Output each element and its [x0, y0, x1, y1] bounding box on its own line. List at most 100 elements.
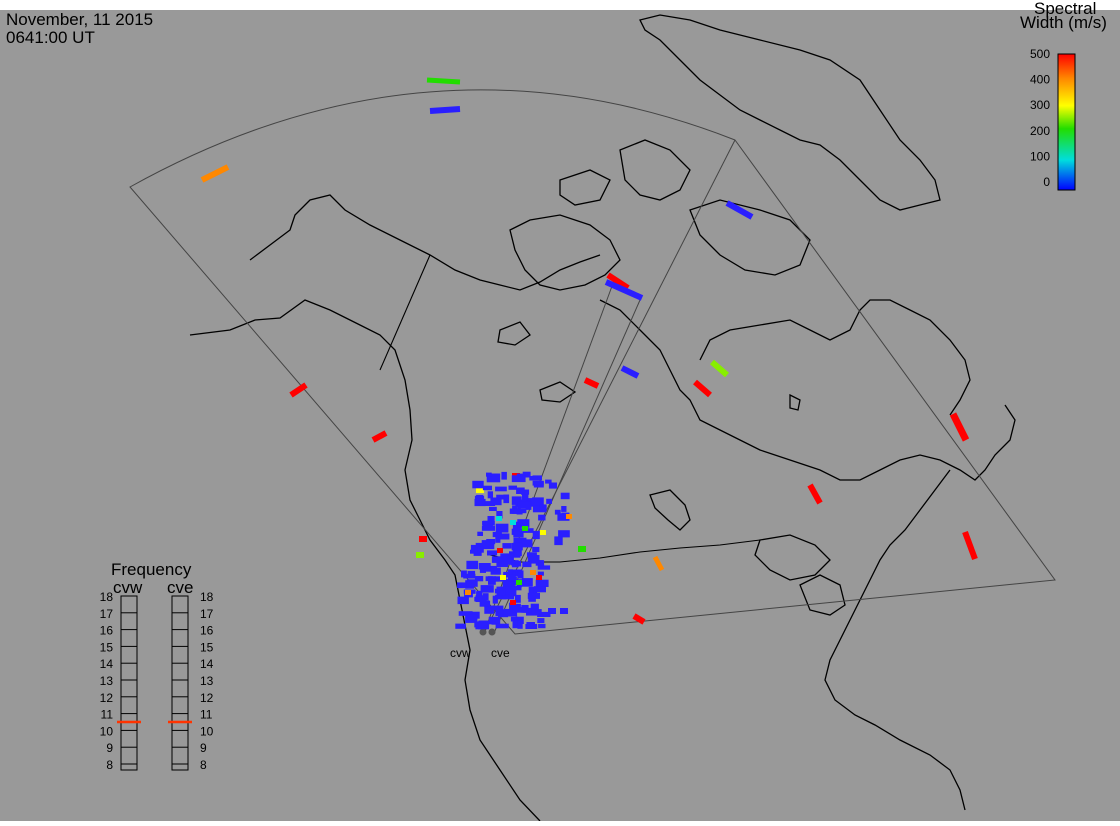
- echo-cell: [455, 623, 466, 629]
- echo-segment: [807, 483, 823, 505]
- echo-cell: [522, 526, 528, 531]
- echo-cell: [482, 520, 493, 530]
- time-label: 0641:00 UT: [6, 28, 95, 47]
- frequency-tick-label: 13: [100, 674, 114, 688]
- echo-cell: [479, 600, 490, 607]
- echo-cell: [487, 550, 498, 556]
- frequency-tick-label: 12: [100, 691, 114, 705]
- echo-cell: [521, 489, 530, 495]
- echo-cell: [510, 600, 516, 605]
- echo-segment: [962, 530, 978, 561]
- echo-cell: [478, 563, 491, 570]
- echo-cell: [492, 531, 502, 538]
- echo-cell: [508, 585, 522, 591]
- victoria-island: [509, 214, 621, 291]
- frequency-tick-label: 18: [100, 590, 114, 604]
- echo-cell: [532, 480, 544, 486]
- echo-segment: [652, 555, 665, 572]
- echo-cell: [515, 616, 524, 624]
- echo-segment: [371, 430, 388, 443]
- echo-cell: [487, 516, 495, 524]
- echo-cell: [520, 607, 532, 613]
- frequency-tick-label: 11: [200, 708, 213, 722]
- echo-cell: [463, 573, 476, 579]
- echo-cell: [522, 561, 532, 568]
- echo-cell: [496, 586, 506, 596]
- echo-cell: [545, 479, 552, 484]
- frequency-tick-label: 10: [100, 724, 114, 738]
- colorbar-title-line1: Spectral: [1034, 0, 1096, 18]
- echo-cell: [558, 530, 570, 538]
- coastlines: [189, 14, 1016, 822]
- echo-cell: [516, 580, 522, 585]
- colorbar-tick-label: 400: [1030, 73, 1050, 87]
- echo-cell: [419, 536, 427, 542]
- frequency-gauges: 18 18 17 17 16 16 15 15 14 14 13 13 12 12 11 11 10 10 9 9 8 8: [100, 590, 214, 772]
- echo-segment: [289, 382, 308, 398]
- echo-cell: [527, 552, 537, 557]
- echo-cell: [474, 576, 484, 582]
- echo-segment: [710, 359, 729, 378]
- map-background: [0, 10, 1120, 821]
- echo-cell: [513, 531, 524, 538]
- echo-cell: [500, 553, 514, 562]
- echo-segment: [725, 200, 754, 220]
- echo-cell: [495, 607, 503, 616]
- frequency-tick-label: 17: [200, 607, 214, 621]
- frequency-tick-label: 14: [200, 657, 214, 671]
- echo-segment: [693, 379, 712, 398]
- echo-cell: [511, 542, 523, 551]
- echo-cell: [486, 473, 501, 483]
- arctic-coastline: [249, 194, 601, 291]
- echo-cell: [510, 520, 516, 525]
- frequency-tick-label: 11: [101, 708, 114, 722]
- echo-cell: [521, 539, 533, 548]
- echo-cell: [495, 623, 509, 629]
- frequency-tick-label: 12: [200, 691, 214, 705]
- echo-cell: [538, 514, 546, 521]
- echo-cell: [532, 497, 544, 506]
- echo-cell: [530, 603, 539, 612]
- frequency-cvw-label: cvw: [113, 578, 143, 597]
- echo-cell: [507, 558, 513, 565]
- echo-cell: [529, 476, 538, 481]
- echo-cell: [503, 494, 510, 504]
- echo-cell: [507, 576, 517, 582]
- frequency-tick-label: 16: [100, 624, 114, 638]
- combined-fov-outline: [129, 89, 1056, 635]
- echo-cell: [521, 578, 533, 587]
- echo-cell: [554, 509, 561, 515]
- arctic-island-a: [559, 169, 611, 206]
- echo-cell: [537, 565, 551, 570]
- echo-cell: [481, 501, 496, 506]
- colorbar-title-line2: Width (m/s): [1020, 13, 1107, 32]
- echo-cell: [512, 607, 526, 613]
- echo-cell: [502, 579, 515, 587]
- echo-cell: [539, 504, 547, 512]
- echo-segment: [583, 377, 600, 389]
- echo-cell: [535, 579, 549, 587]
- colorbar-tick-label: 0: [1043, 175, 1050, 189]
- echo-cell: [509, 602, 516, 611]
- frequency-title: Frequency: [111, 560, 192, 579]
- echo-cell: [495, 594, 507, 600]
- echo-cell: [513, 537, 527, 544]
- echo-cell: [475, 595, 487, 602]
- echo-cell: [465, 614, 478, 623]
- atlantic-coastline: [824, 469, 966, 811]
- echo-cell: [532, 530, 540, 540]
- echo-cell: [522, 471, 531, 478]
- frequency-tick-label: 17: [100, 607, 114, 621]
- echo-cell: [503, 608, 518, 617]
- echo-cell: [500, 575, 506, 580]
- hudson-coastline: [599, 299, 1016, 481]
- echo-cell: [548, 482, 557, 489]
- cve-fov-west-edge: [483, 139, 736, 634]
- frequency-tick-label: 18: [200, 590, 214, 604]
- echo-cell: [502, 543, 512, 549]
- cve-site-marker: [488, 628, 496, 636]
- pacific-coastline: [189, 299, 541, 822]
- echo-cell: [566, 514, 572, 519]
- frequency-tick-label: 16: [200, 624, 214, 638]
